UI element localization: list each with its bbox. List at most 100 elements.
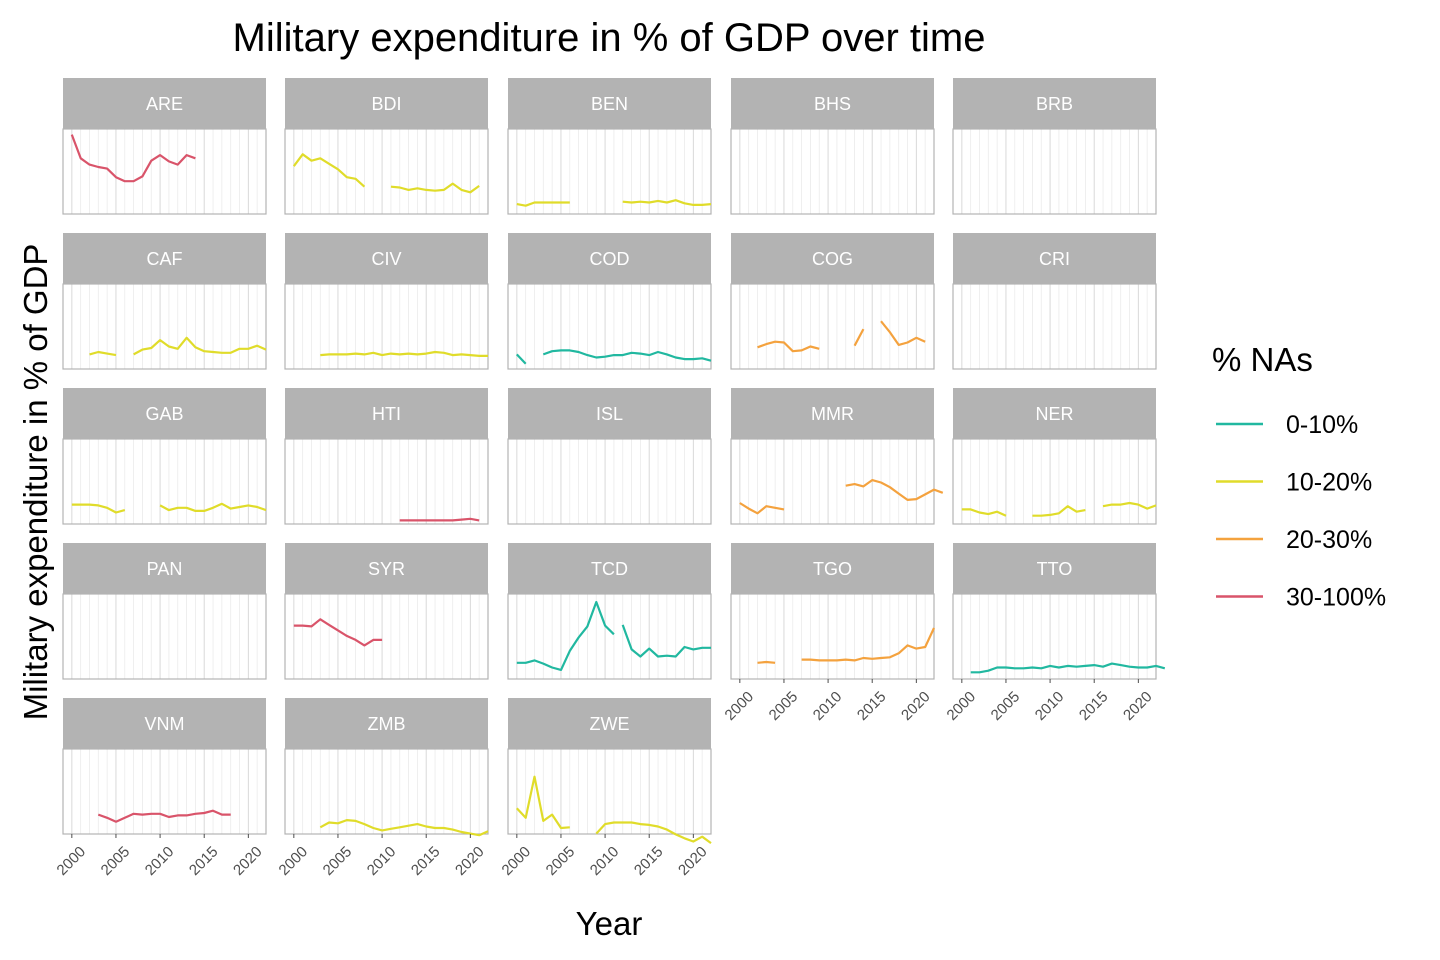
x-tick-label: 2010	[364, 843, 400, 879]
facet-strip	[953, 78, 1156, 129]
panel-ben: BEN	[507, 78, 712, 215]
series-line-gab	[159, 502, 267, 512]
panel-tcd: TCD	[507, 543, 712, 680]
y-axis-title: Military expenditure in % of GDP	[17, 244, 54, 721]
facet-strip	[285, 698, 488, 749]
panel-bhs: BHS	[730, 78, 935, 215]
series-line-zwe	[515, 775, 570, 830]
series-line-cog	[757, 340, 820, 353]
series-line-ben	[622, 199, 712, 206]
series-line-zmb	[319, 819, 489, 837]
panel-zmb: ZMB 2000 2005 2010 2015 2020	[276, 698, 489, 879]
x-tick-label: 2000	[499, 843, 535, 879]
panel-border	[730, 593, 935, 680]
panel-border	[284, 593, 489, 680]
facet-strip	[285, 388, 488, 439]
legend-entries: 0-10% 10-20% 20-30% 30-100%	[1216, 411, 1386, 612]
panel-border	[730, 283, 935, 370]
panel-border	[62, 748, 267, 835]
series-line-caf	[133, 336, 267, 356]
series-line-tgo	[757, 660, 776, 664]
x-tick-label: 2010	[810, 688, 846, 724]
facet-strip-label: ZWE	[590, 714, 630, 734]
facet-strip-label: CAF	[147, 249, 183, 269]
x-tick-label: 2020	[1120, 688, 1156, 724]
facet-strip-label: VNM	[145, 714, 185, 734]
series-line-tcd	[621, 624, 711, 658]
series-line-hti	[399, 517, 480, 522]
panel-tto: TTO 2000 2005 2010 2015 2020	[944, 543, 1166, 724]
facet-strip	[63, 233, 266, 284]
x-tick-label: 2010	[1032, 688, 1068, 724]
panel-zwe: ZWE 2000 2005 2010 2015 2020	[499, 698, 712, 879]
series-line-civ	[320, 350, 488, 357]
panel-border	[284, 438, 489, 525]
facet-strip	[731, 78, 934, 129]
series-line-tcd	[516, 600, 615, 671]
legend-label: 0-10%	[1286, 411, 1358, 439]
x-tick-label: 2005	[320, 843, 356, 879]
panel-gab: GAB	[62, 388, 267, 525]
panel-vnm: VNM 2000 2005 2010 2015 2020	[54, 698, 267, 879]
facet-strip-label: COD	[590, 249, 630, 269]
facet-strip	[731, 543, 934, 594]
series-line-syr	[293, 618, 383, 647]
series-line-cod	[542, 349, 712, 362]
series-line-ner	[961, 508, 1007, 517]
x-tick-label: 2000	[722, 688, 758, 724]
facet-strip	[508, 543, 711, 594]
x-tick-label: 2000	[54, 843, 90, 879]
legend-label: 20-30%	[1286, 526, 1372, 554]
panel-tgo: TGO 2000 2005 2010 2015 2020	[722, 543, 935, 724]
panel-border	[284, 748, 489, 835]
series-line-cog	[853, 328, 865, 347]
facet-strip-label: PAN	[147, 559, 183, 579]
facet-strip-label: SYR	[368, 559, 405, 579]
panel-border	[62, 593, 267, 680]
x-tick-label: 2005	[543, 843, 579, 879]
series-line-ben	[516, 201, 570, 207]
facet-strip	[63, 543, 266, 594]
x-tick-label: 2010	[142, 843, 178, 879]
facet-strip-label: HTI	[372, 404, 401, 424]
panel-border	[284, 283, 489, 370]
facet-strip	[508, 698, 711, 749]
x-tick-label: 2015	[408, 843, 444, 879]
facet-strip	[285, 543, 488, 594]
facet-strip-label: COG	[812, 249, 853, 269]
facet-strip	[508, 233, 711, 284]
facet-strip	[508, 78, 711, 129]
panel-are: ARE	[62, 78, 267, 215]
x-tick-label: 2005	[766, 688, 802, 724]
panel-syr: SYR	[284, 543, 489, 680]
x-tick-label: 2015	[631, 843, 667, 879]
facet-strip-label: BRB	[1036, 94, 1073, 114]
panel-bdi: BDI	[284, 78, 489, 215]
panel-border	[507, 748, 712, 835]
panel-border	[952, 593, 1157, 680]
facet-strip	[63, 78, 266, 129]
series-line-ner	[1032, 505, 1086, 517]
legend-label: 10-20%	[1286, 469, 1372, 497]
facet-strip	[953, 388, 1156, 439]
series-line-ner	[1102, 501, 1157, 510]
x-axis-title: Year	[576, 905, 643, 942]
facet-strip	[285, 78, 488, 129]
x-tick-label: 2000	[276, 843, 312, 879]
facet-strip	[731, 388, 934, 439]
facet-strip-label: BHS	[814, 94, 851, 114]
panel-cod: COD	[507, 233, 712, 370]
legend: % NAs 0-10% 10-20% 20-30% 30-100%	[1212, 341, 1386, 612]
legend-label: 30-100%	[1286, 584, 1386, 612]
x-tick-label: 2010	[587, 843, 623, 879]
x-tick-label: 2015	[1076, 688, 1112, 724]
series-line-tgo	[801, 627, 935, 662]
x-tick-label: 2020	[898, 688, 934, 724]
x-tick-label: 2020	[675, 843, 711, 879]
panel-border	[507, 593, 712, 680]
facet-strip-label: ISL	[596, 404, 623, 424]
panel-border	[952, 438, 1157, 525]
legend-entry: 0-10%	[1216, 411, 1358, 439]
panel-border	[507, 128, 712, 215]
legend-title: % NAs	[1212, 341, 1313, 378]
